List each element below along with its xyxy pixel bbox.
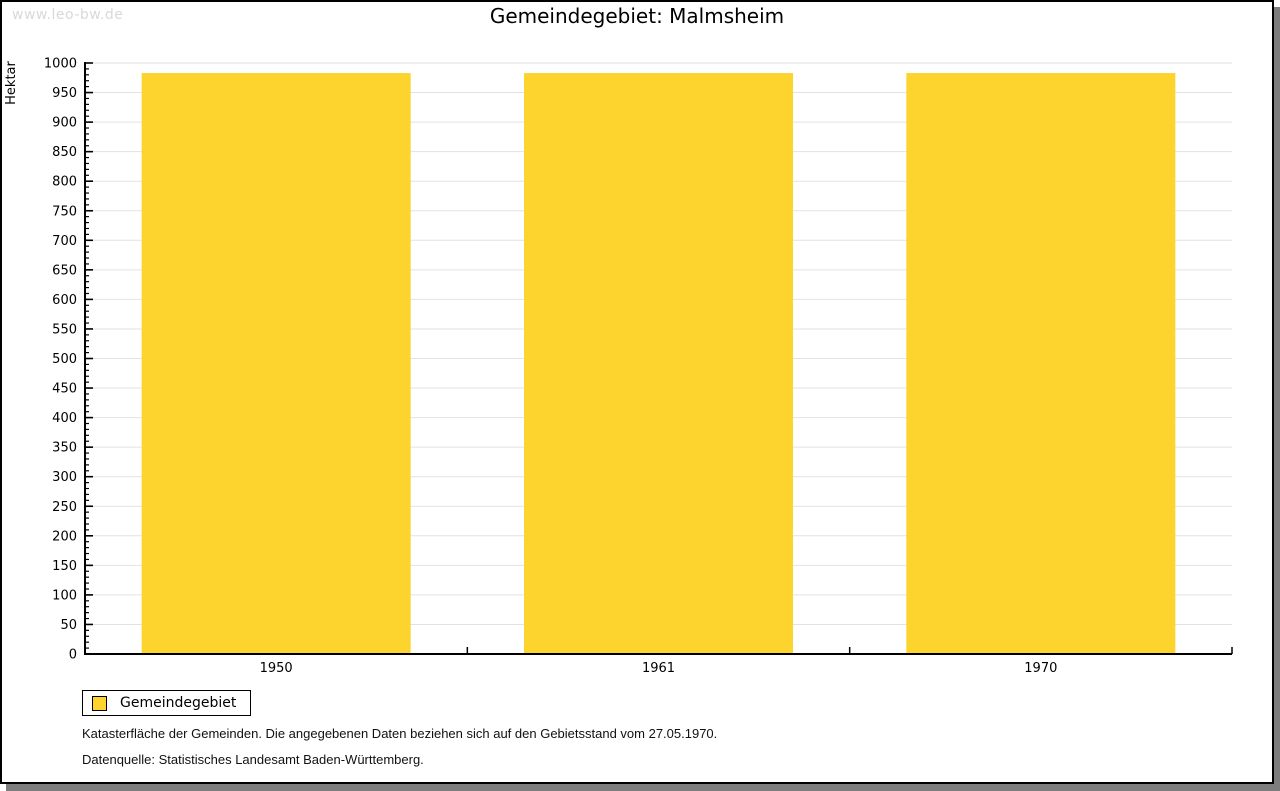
- y-tick-label: 800: [52, 175, 77, 190]
- y-tick-label: 500: [52, 352, 77, 367]
- y-tick-label: 150: [52, 559, 77, 574]
- footnote-datasource: Datenquelle: Statistisches Landesamt Bad…: [82, 752, 424, 767]
- x-tick-label: 1970: [1024, 661, 1057, 676]
- y-tick-label: 400: [52, 411, 77, 426]
- legend-swatch: [92, 695, 107, 711]
- y-tick-label: 750: [52, 204, 77, 219]
- y-tick-label: 950: [52, 86, 77, 101]
- y-tick-label: 550: [52, 322, 77, 337]
- y-tick-label: 100: [52, 588, 77, 603]
- y-tick-label: 0: [69, 648, 77, 663]
- bar-1961: [524, 73, 793, 654]
- x-tick-label: 1961: [642, 661, 675, 676]
- bar-1970: [906, 73, 1176, 654]
- y-tick-label: 250: [52, 500, 77, 515]
- y-tick-label: 300: [52, 470, 77, 485]
- legend: Gemeindegebiet: [82, 690, 252, 716]
- bar-1950: [141, 73, 411, 654]
- y-axis-title: Hektar: [4, 60, 19, 104]
- footnote-description: Katasterfläche der Gemeinden. Die angege…: [82, 726, 718, 741]
- y-tick-label: 650: [52, 263, 77, 278]
- y-tick-label: 900: [52, 116, 77, 131]
- watermark: www.leo-bw.de: [12, 7, 124, 23]
- y-tick-label: 700: [52, 234, 77, 249]
- y-tick-label: 850: [52, 145, 77, 160]
- y-tick-label: 350: [52, 441, 77, 456]
- legend-label: Gemeindegebiet: [120, 695, 237, 711]
- y-tick-label: 50: [60, 618, 77, 633]
- y-tick-label: 450: [52, 382, 77, 397]
- y-tick-label: 1000: [44, 57, 77, 72]
- page-title: Gemeindegebiet: Malmsheim: [489, 4, 785, 28]
- y-tick-label: 600: [52, 293, 77, 308]
- bar-chart: 1950 1961 1970 0 50 100 150 200 250 300 350 400 450 5…: [4, 57, 1233, 676]
- y-tick-label: 200: [52, 529, 77, 544]
- x-tick-label: 1950: [260, 661, 293, 676]
